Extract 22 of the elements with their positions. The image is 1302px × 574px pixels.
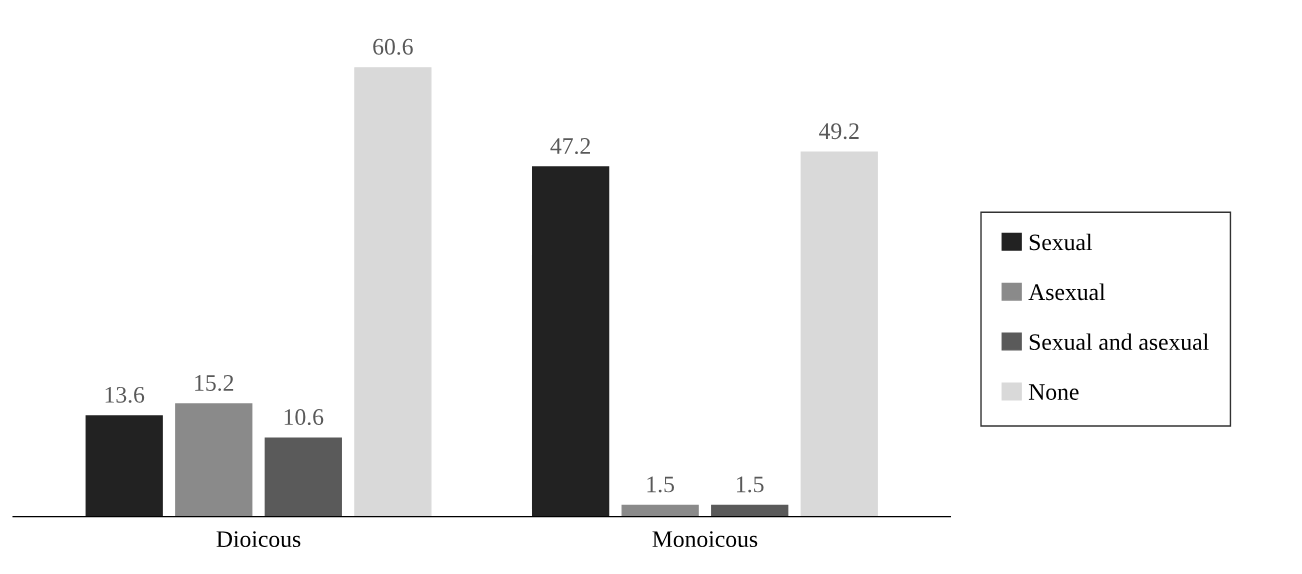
bar	[264, 437, 342, 517]
bar	[354, 67, 432, 517]
bar	[85, 415, 163, 517]
data-label: 13.6	[105, 386, 145, 403]
data-label: 1.5	[647, 476, 674, 493]
x-tick-label: Monoicous	[652, 531, 758, 548]
bar	[175, 403, 253, 517]
data-label: 10.6	[284, 409, 324, 426]
data-label: 15.2	[195, 375, 234, 392]
data-label: 60.6	[373, 38, 413, 55]
bar	[711, 504, 789, 517]
x-tick-label: Dioicous	[216, 531, 301, 548]
bar	[621, 504, 699, 517]
legend-label: Sexual and asexual	[1029, 333, 1209, 351]
data-label: 1.5	[737, 476, 764, 493]
data-label: 49.2	[819, 123, 859, 140]
legend-label: None	[1028, 384, 1079, 400]
legend-label: Asexual	[1028, 283, 1106, 301]
bar	[531, 166, 610, 517]
data-label: 47.2	[550, 138, 590, 155]
bar	[800, 151, 878, 517]
legend-label: Sexual	[1029, 233, 1093, 251]
